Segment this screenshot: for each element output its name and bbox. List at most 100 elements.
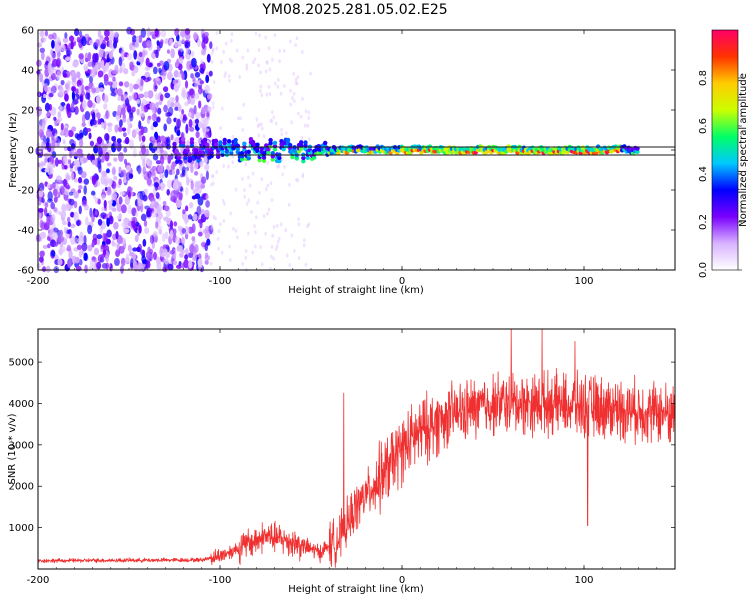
spectrogram-cell <box>245 63 249 68</box>
spectrogram-cell <box>188 119 193 128</box>
spectrogram-cell <box>111 79 118 89</box>
spectrogram-cell <box>118 81 124 87</box>
spectrogram-cell <box>266 160 270 165</box>
spectrogram-cell <box>132 35 137 43</box>
spectrogram-cell <box>120 169 127 178</box>
spectrogram-cell <box>236 235 239 240</box>
spectrogram-cell <box>260 93 264 98</box>
spectrogram-cell <box>63 164 68 170</box>
snr-y-ticks: 1000 2000 3000 4000 5000 <box>9 358 675 534</box>
spectrogram-cell <box>229 150 234 156</box>
spectrogram-cell <box>83 65 89 72</box>
spectrogram-cell <box>123 158 128 165</box>
spectrogram-cell <box>181 249 186 254</box>
spectrogram-cell <box>81 200 88 207</box>
spectrogram-cell <box>293 248 296 253</box>
spectrogram-cell <box>185 248 189 254</box>
spectrogram-cell <box>71 90 76 101</box>
spectrogram-cell <box>185 32 191 41</box>
spectrogram-cell <box>198 121 202 129</box>
spectrogram-cell <box>186 176 190 186</box>
spectrogram-cell <box>55 157 59 167</box>
spectrogram-cell <box>120 107 126 116</box>
spectrogram-cell <box>185 148 190 153</box>
spectrogram-cell <box>87 53 91 62</box>
spectrogram-cell <box>247 231 250 236</box>
spectrogram-cell <box>169 220 173 230</box>
spectrogram-cell <box>170 134 174 141</box>
spectrogram-cell <box>142 263 146 268</box>
spectrogram-cell <box>220 149 225 154</box>
spectrogram-cell <box>54 133 58 142</box>
spectrogram-cell <box>244 162 247 167</box>
spectrogram-cell <box>112 221 119 230</box>
spectrogram-cell <box>149 234 155 244</box>
spectrogram-cell <box>87 244 93 252</box>
spectrogram-cell <box>64 93 69 102</box>
spectrogram-cell <box>107 186 112 194</box>
spectrogram-cell <box>205 200 210 208</box>
spectrogram-cell <box>68 250 73 260</box>
spectrogram-cell <box>181 228 187 234</box>
spectrogram-cell <box>221 198 225 203</box>
spectrogram-cell <box>129 42 133 51</box>
spectrogram-cell <box>115 230 119 240</box>
spectrogram-cell <box>191 236 196 242</box>
spectrogram-cell <box>121 222 125 228</box>
spectrogram-cell <box>100 121 105 128</box>
spectrogram-cell <box>106 162 112 167</box>
spectrogram-cell <box>278 59 281 64</box>
spectrogram-cell <box>136 246 141 253</box>
snr-series-line <box>37 328 676 568</box>
spectrogram-cell <box>60 79 65 86</box>
spectrogram-cell <box>239 116 242 121</box>
spectrogram-cell <box>106 217 111 227</box>
spectrogram-cell <box>67 216 71 223</box>
spectrogram-cell <box>260 126 264 131</box>
spectrogram-cell <box>61 210 67 218</box>
spectrogram-cell <box>176 118 181 129</box>
spectrogram-cell <box>290 120 293 125</box>
spectrogram-cell <box>164 258 169 265</box>
spectrogram-cell <box>163 205 170 212</box>
spectrogram-cell <box>194 71 201 78</box>
spectrogram-cell <box>294 156 300 161</box>
spectrogram-cell <box>189 244 195 254</box>
spectrogram-cell <box>276 239 280 244</box>
spectrogram-cell <box>42 244 49 249</box>
spectrogram-cell <box>159 172 165 179</box>
x-tick-label: -100 <box>209 575 232 586</box>
spectrogram-cell <box>293 99 296 104</box>
spectrogram-cell <box>141 50 146 58</box>
spectrogram-cell <box>191 195 197 200</box>
spectrogram-cell <box>138 35 143 44</box>
spectrogram-cell <box>187 97 191 105</box>
spectrogram-y-label: Frequency (Hz) <box>8 112 19 188</box>
spectrogram-cell <box>260 177 264 182</box>
spectrogram-cell <box>161 252 166 258</box>
spectrogram-cell <box>170 48 175 59</box>
spectrogram-cell <box>66 244 72 251</box>
spectrogram-cell <box>44 157 49 163</box>
spectrogram-cell <box>178 104 182 112</box>
spectrogram-cell <box>118 126 123 133</box>
spectrogram-cell <box>119 191 125 196</box>
spectrogram-cell <box>174 41 179 48</box>
spectrogram-cell <box>120 94 125 102</box>
spectrogram-cell <box>204 259 209 265</box>
spectrogram-cell <box>206 53 211 63</box>
spectrogram-cell <box>301 96 304 101</box>
spectrogram-cell <box>184 28 191 35</box>
spectrogram-cell <box>278 48 281 53</box>
spectrogram-cell <box>71 171 75 181</box>
spectrogram-cell <box>63 226 67 234</box>
spectrogram-cell <box>69 35 74 42</box>
spectrogram-cell <box>257 48 261 53</box>
spectrogram-cell <box>204 84 211 94</box>
spectrogram-cell <box>217 229 221 234</box>
spectrogram-cell <box>87 61 92 67</box>
spectrogram-cell <box>138 132 142 142</box>
spectrogram-cell <box>213 138 219 144</box>
spectrogram-cell <box>204 37 209 45</box>
